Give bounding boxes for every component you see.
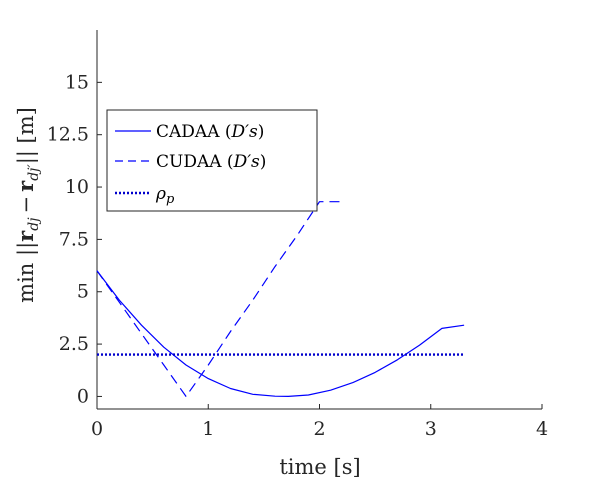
series-layer (96, 201, 465, 397)
legend-cadaa-math: D′s (231, 122, 258, 142)
y-axis-label-suffix: || [m] (14, 107, 39, 164)
x-tick-label: 0 (91, 418, 103, 440)
x-tick-label: 2 (313, 418, 325, 440)
x-axis-label: time [s] (279, 455, 360, 479)
legend-rho-sub: p (166, 192, 175, 207)
legend-rho-math: ρ (155, 184, 166, 204)
y-axis-ticks: 0 2.5 5 7.5 10 12.5 15 (47, 71, 102, 407)
y-axis-label-minus: − (14, 196, 38, 214)
y-tick-label: 5 (77, 281, 89, 303)
legend-entry-rho: ρp (155, 184, 175, 207)
y-tick-label: 10 (65, 176, 89, 198)
series-cadaa-line (96, 270, 465, 397)
y-axis-label: min ||rdj−rdj′|| [m] (13, 107, 42, 303)
legend-cadaa-suffix: ) (258, 122, 265, 142)
y-tick-label: 12.5 (47, 124, 89, 146)
legend: CADAA (D′s) CUDAA (D′s) ρp (106, 109, 318, 212)
y-tick-label: 0 (77, 385, 89, 407)
legend-entry-cadaa: CADAA (D′s) (156, 122, 264, 142)
y-axis-label-r1: r (13, 230, 38, 242)
series-cudaa-line (96, 201, 342, 397)
legend-cadaa-prefix: CADAA ( (156, 122, 232, 142)
legend-cudaa-suffix: ) (260, 152, 267, 172)
x-tick-label: 3 (425, 418, 437, 440)
x-axis-ticks: 0 1 2 3 4 (91, 404, 548, 440)
y-tick-label: 2.5 (59, 333, 89, 355)
legend-cudaa-math: D′s (233, 152, 260, 172)
y-axis-label-r2: r (13, 180, 38, 192)
y-axis-label-prefix: min || (14, 242, 39, 303)
legend-entry-cudaa: CUDAA (D′s) (156, 152, 266, 172)
x-tick-label: 1 (202, 418, 214, 440)
legend-cudaa-prefix: CUDAA ( (156, 152, 234, 172)
y-axis-label-sub1: dj (26, 217, 42, 231)
plot-area: 0 1 2 3 4 0 2.5 5 7.5 10 12.5 15 (47, 30, 548, 440)
x-tick-label: 4 (536, 418, 548, 440)
y-tick-label: 7.5 (59, 228, 89, 250)
y-tick-label: 15 (65, 71, 89, 93)
y-axis-label-sub2: dj′ (26, 163, 42, 180)
